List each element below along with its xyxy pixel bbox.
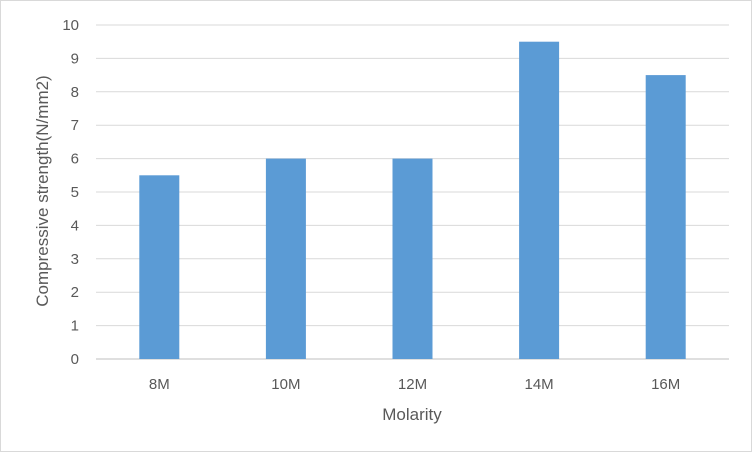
bar-14M bbox=[519, 41, 560, 359]
y-tick-labels: 0 1 2 3 4 5 6 7 8 9 10 bbox=[62, 17, 79, 368]
bar-16M bbox=[645, 75, 686, 359]
y-tick-label: 2 bbox=[71, 284, 79, 301]
y-tick-label: 0 bbox=[71, 351, 79, 368]
y-tick-label: 10 bbox=[62, 17, 79, 34]
y-tick-label: 6 bbox=[71, 151, 79, 168]
x-axis-title: Molarity bbox=[382, 405, 442, 424]
x-tick-labels: 8M 10M 12M 14M 16M bbox=[149, 376, 680, 393]
y-tick-label: 1 bbox=[71, 318, 79, 335]
y-axis-title: Compressive strength(N/mm2) bbox=[33, 75, 52, 306]
x-tick-label: 16M bbox=[651, 376, 680, 393]
bar-12M bbox=[392, 158, 433, 359]
bars bbox=[139, 41, 686, 359]
y-tick-label: 4 bbox=[71, 217, 79, 234]
y-tick-label: 9 bbox=[71, 50, 79, 67]
bar-10M bbox=[265, 158, 306, 359]
x-tick-label: 8M bbox=[149, 376, 170, 393]
y-tick-label: 5 bbox=[71, 184, 79, 201]
y-tick-label: 8 bbox=[71, 84, 79, 101]
x-tick-label: 14M bbox=[525, 376, 554, 393]
bar-8M bbox=[139, 175, 180, 359]
x-tick-label: 12M bbox=[398, 376, 427, 393]
y-tick-label: 3 bbox=[71, 251, 79, 268]
x-tick-label: 10M bbox=[271, 376, 300, 393]
y-tick-label: 7 bbox=[71, 117, 79, 134]
